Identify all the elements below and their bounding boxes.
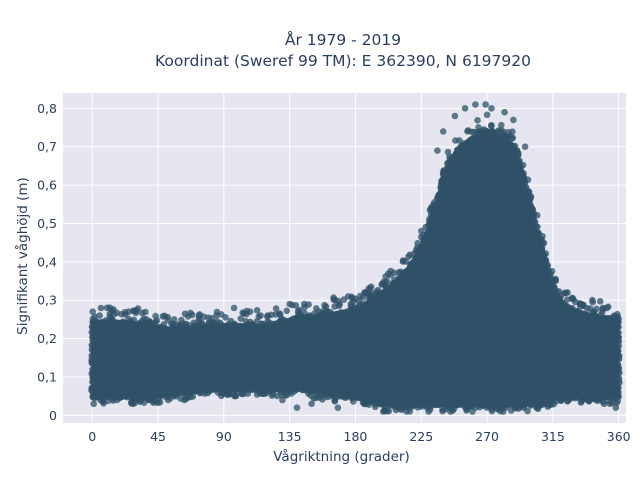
data-points [88,101,623,415]
